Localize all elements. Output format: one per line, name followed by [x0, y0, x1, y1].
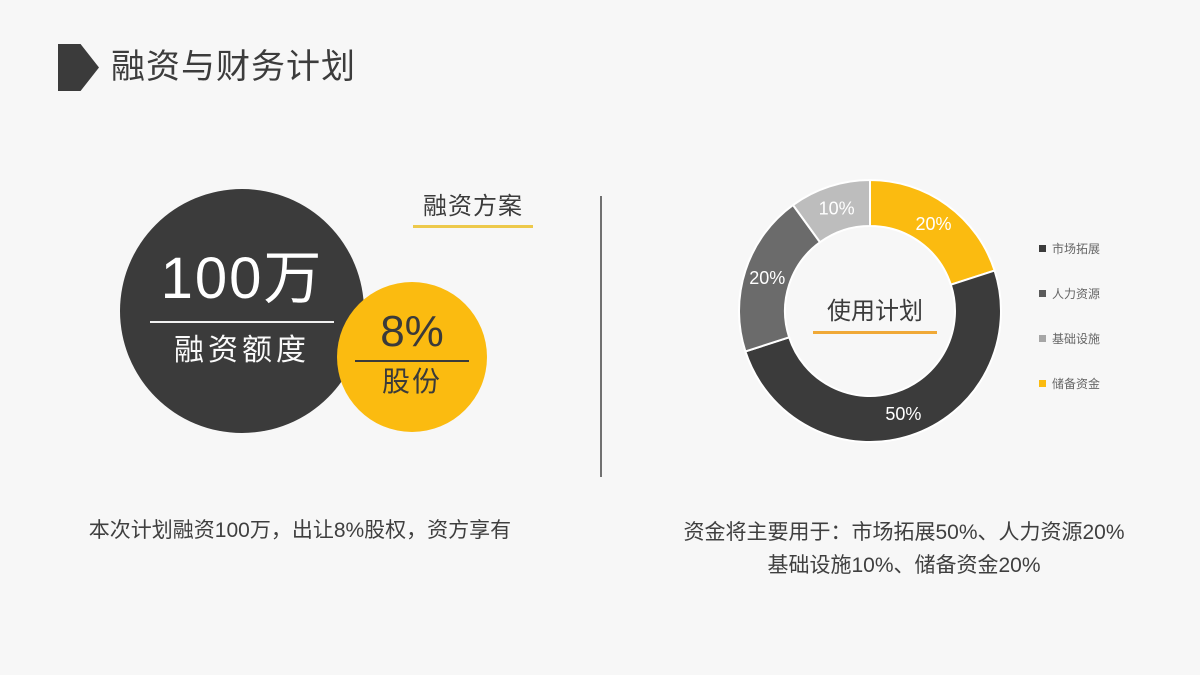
legend-swatch-icon	[1039, 380, 1046, 387]
slide-title: 融资与财务计划	[111, 48, 356, 86]
usage-plan-underline	[813, 331, 937, 334]
donut-segment-label: 10%	[819, 199, 855, 219]
donut-segment-基础设施	[792, 179, 871, 244]
donut-segment-市场拓展	[744, 269, 1002, 443]
equity-value: 8%	[380, 307, 444, 356]
legend-label: 市场拓展	[1052, 242, 1101, 256]
right-caption-line-2: 基础设施10%、储备资金20%	[767, 554, 1041, 577]
left-caption: 本次计划融资100万，出让8%股权，资方享有	[88, 519, 512, 542]
donut-segment-label: 20%	[915, 214, 951, 234]
financing-plan-badge: 融资方案	[423, 193, 523, 220]
legend-swatch-icon	[1039, 290, 1046, 297]
amount-label: 融资额度	[174, 334, 310, 367]
financing-amount-circle: 100万 融资额度	[120, 189, 364, 433]
chart-legend: 市场拓展人力资源基础设施储备资金	[1039, 242, 1100, 422]
legend-item-人力资源: 人力资源	[1039, 287, 1101, 301]
equity-label: 股份	[381, 366, 442, 397]
section-marker-icon	[58, 44, 99, 91]
equity-divider	[355, 360, 469, 362]
amount-divider	[150, 321, 334, 323]
legend-swatch-icon	[1039, 245, 1046, 252]
financing-plan-underline	[413, 225, 533, 228]
legend-item-储备资金: 储备资金	[1039, 377, 1101, 391]
legend-label: 人力资源	[1052, 287, 1101, 301]
donut-segment-label: 20%	[749, 268, 785, 288]
donut-chart: 20% 50% 20% 10%	[738, 179, 1002, 443]
panel-divider	[600, 196, 602, 477]
legend-label: 储备资金	[1052, 377, 1101, 391]
legend-item-基础设施: 基础设施	[1039, 332, 1101, 346]
legend-swatch-icon	[1039, 335, 1046, 342]
donut-segment-label: 50%	[885, 404, 921, 424]
usage-plan-label: 使用计划	[827, 298, 923, 325]
amount-value: 100万	[160, 246, 324, 311]
right-caption: 资金将主要用于：市场拓展50%、人力资源20% 基础设施10%、储备资金20%	[604, 516, 1200, 582]
equity-circle: 8% 股份	[337, 282, 487, 432]
usage-plan-label-block: 使用计划	[813, 298, 937, 334]
right-caption-line-1: 资金将主要用于：市场拓展50%、人力资源20%	[683, 521, 1125, 544]
legend-label: 基础设施	[1052, 332, 1101, 346]
legend-item-市场拓展: 市场拓展	[1039, 242, 1101, 256]
